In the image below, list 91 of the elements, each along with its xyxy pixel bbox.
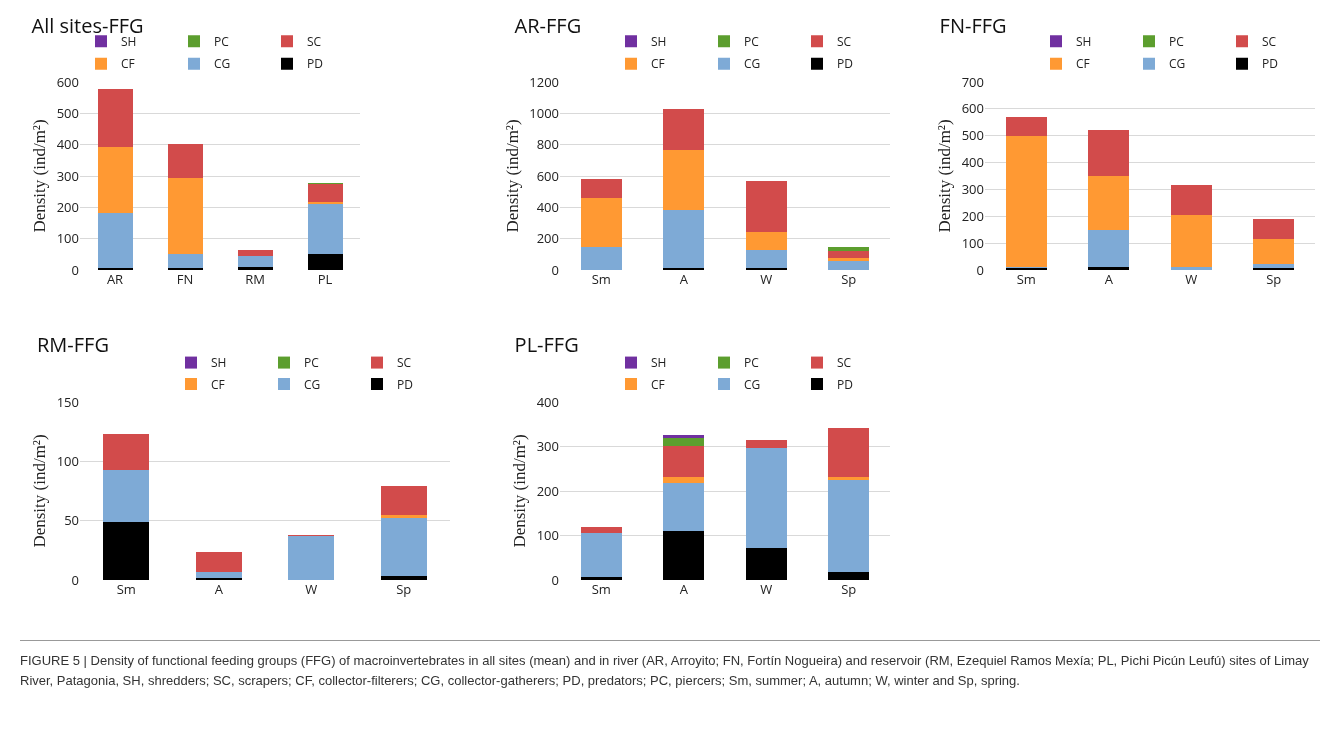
legend-label: PD bbox=[837, 375, 853, 393]
y-tick-label: 500 bbox=[961, 126, 984, 145]
x-tick-label: AR bbox=[106, 270, 124, 288]
y-tick-label: 0 bbox=[71, 260, 79, 279]
y-tick-label: 0 bbox=[976, 260, 984, 279]
legend-label: CG bbox=[1169, 55, 1186, 73]
x-tick-label: FN bbox=[176, 270, 194, 288]
legend-label: SH bbox=[651, 354, 667, 372]
y-axis-title: Density (ind/m²) bbox=[30, 434, 50, 548]
y-tick-label: 600 bbox=[56, 72, 79, 91]
y-tick-label: 1000 bbox=[529, 103, 559, 122]
chart-title: RM-FFG bbox=[37, 331, 109, 359]
x-tick-label: Sm bbox=[1016, 270, 1036, 288]
y-tick-label: 600 bbox=[536, 166, 559, 185]
y-tick-label: 100 bbox=[961, 233, 984, 252]
x-tick-label: A bbox=[679, 270, 689, 288]
y-axis-title: Density (ind/m²) bbox=[502, 119, 522, 233]
y-tick-label: 800 bbox=[536, 135, 559, 154]
y-tick-label: 300 bbox=[536, 437, 559, 456]
y-tick-label: 100 bbox=[56, 451, 79, 470]
legend-label: SC bbox=[837, 354, 852, 372]
y-tick-label: 0 bbox=[551, 260, 559, 279]
x-tick-label: W bbox=[305, 580, 318, 598]
y-tick-label: 200 bbox=[536, 229, 559, 248]
x-tick-label: Sm bbox=[591, 270, 611, 288]
x-tick-label: W bbox=[1185, 270, 1198, 288]
x-tick-label: A bbox=[679, 580, 689, 598]
legend-label: SH bbox=[651, 32, 667, 50]
y-tick-label: 300 bbox=[56, 166, 79, 185]
y-tick-label: 400 bbox=[536, 392, 559, 411]
y-tick-label: 100 bbox=[56, 229, 79, 248]
y-tick-label: 700 bbox=[961, 72, 984, 91]
legend-label: CG bbox=[744, 375, 761, 393]
y-tick-label: 0 bbox=[71, 570, 79, 589]
legend-label: CF bbox=[651, 375, 665, 393]
legend-label: PC bbox=[1169, 32, 1185, 50]
legend-label: SH bbox=[211, 354, 227, 372]
y-tick-label: 200 bbox=[56, 197, 79, 216]
y-tick-label: 600 bbox=[961, 99, 984, 118]
legend-label: SH bbox=[121, 32, 137, 50]
y-tick-label: 1200 bbox=[529, 72, 559, 91]
y-tick-label: 150 bbox=[56, 392, 79, 411]
legend-label: PC bbox=[744, 32, 760, 50]
legend-label: SH bbox=[1076, 32, 1092, 50]
legend-label: SC bbox=[307, 32, 322, 50]
y-axis-title: Density (ind/m²) bbox=[30, 119, 50, 233]
caption: FIGURE 5 | Density of functional feeding groups (FFG) of macroinvertebrates in all sites (mean) and in river (AR, Arroyito; FN, Fortín Nogueira) and reservoir (RM, Ezequiel Ramos Mexía; PL, Pichi Picún Leufú) sites of Limay River, Patagonia, SH, shredders; SC, scrapers; CF, collector-filterers; CG, collector-gatherers; PD, predators; PC, piercers; Sm, summer; A, autumn; W, winter and Sp, spring. bbox=[20, 640, 1320, 691]
legend-label: PD bbox=[1262, 55, 1278, 73]
legend-label: PD bbox=[837, 55, 853, 73]
x-tick-label: W bbox=[760, 580, 773, 598]
x-tick-label: RM bbox=[245, 270, 265, 288]
y-tick-label: 500 bbox=[56, 103, 79, 122]
x-tick-label: PL bbox=[317, 270, 333, 288]
y-tick-label: 200 bbox=[961, 206, 984, 225]
y-tick-label: 0 bbox=[551, 570, 559, 589]
legend-label: PC bbox=[744, 354, 760, 372]
x-tick-label: A bbox=[214, 580, 224, 598]
x-tick-label: Sp bbox=[1266, 270, 1282, 288]
legend-label: CF bbox=[651, 55, 665, 73]
y-tick-label: 300 bbox=[961, 179, 984, 198]
legend-label: SC bbox=[397, 354, 412, 372]
legend-label: CG bbox=[744, 55, 761, 73]
x-tick-label: Sp bbox=[841, 580, 857, 598]
y-tick-label: 400 bbox=[961, 153, 984, 172]
x-tick-label: Sp bbox=[841, 270, 857, 288]
y-axis-title: Density (ind/m²) bbox=[935, 119, 955, 233]
legend-label: PC bbox=[214, 32, 230, 50]
legend-label: SC bbox=[837, 32, 852, 50]
x-tick-label: W bbox=[760, 270, 773, 288]
y-tick-label: 400 bbox=[536, 197, 559, 216]
legend-label: SC bbox=[1262, 32, 1277, 50]
x-tick-label: Sp bbox=[396, 580, 412, 598]
legend-label: PC bbox=[304, 354, 320, 372]
y-tick-label: 200 bbox=[536, 481, 559, 500]
legend-label: CG bbox=[214, 55, 231, 73]
y-tick-label: 400 bbox=[56, 135, 79, 154]
chart-title: AR-FFG bbox=[514, 11, 582, 39]
x-tick-label: A bbox=[1104, 270, 1114, 288]
legend-label: PD bbox=[397, 375, 413, 393]
y-tick-label: 50 bbox=[64, 511, 79, 530]
chart-title: FN-FFG bbox=[939, 11, 1007, 39]
y-axis-title: Density (ind/m²) bbox=[510, 434, 530, 548]
legend-label: CF bbox=[211, 375, 225, 393]
y-tick-label: 100 bbox=[536, 526, 559, 545]
chart-title: PL-FFG bbox=[514, 331, 579, 359]
legend-label: PD bbox=[307, 55, 323, 73]
legend-label: CF bbox=[1076, 55, 1090, 73]
legend-label: CG bbox=[304, 375, 321, 393]
x-tick-label: Sm bbox=[591, 580, 611, 598]
x-tick-label: Sm bbox=[116, 580, 136, 598]
legend-label: CF bbox=[121, 55, 135, 73]
